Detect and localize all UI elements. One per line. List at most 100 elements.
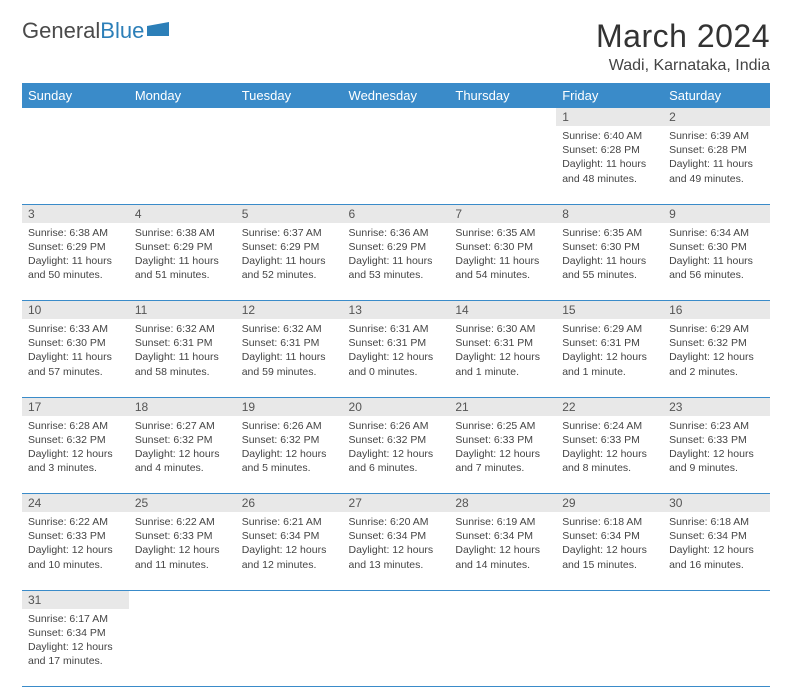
detail-line: Daylight: 11 hours [135, 350, 230, 364]
detail-line: and 0 minutes. [349, 365, 444, 379]
detail-line: Sunrise: 6:17 AM [28, 612, 123, 626]
detail-line: Sunset: 6:32 PM [28, 433, 123, 447]
detail-row: Sunrise: 6:40 AMSunset: 6:28 PMDaylight:… [22, 126, 770, 204]
detail-line: Sunrise: 6:32 AM [242, 322, 337, 336]
detail-line: and 50 minutes. [28, 268, 123, 282]
day-number: 21 [449, 397, 556, 416]
day-number: 30 [663, 494, 770, 513]
detail-line: Sunset: 6:34 PM [455, 529, 550, 543]
day-cell [556, 609, 663, 687]
day-cell: Sunrise: 6:32 AMSunset: 6:31 PMDaylight:… [129, 319, 236, 397]
detail-line: and 15 minutes. [562, 558, 657, 572]
day-number [343, 108, 450, 126]
detail-line: Daylight: 11 hours [28, 350, 123, 364]
detail-line: Sunrise: 6:21 AM [242, 515, 337, 529]
day-detail: Sunrise: 6:29 AMSunset: 6:32 PMDaylight:… [663, 319, 770, 383]
weekday-header: Wednesday [343, 83, 450, 108]
detail-line: Daylight: 12 hours [455, 543, 550, 557]
detail-line: Sunset: 6:33 PM [669, 433, 764, 447]
day-number [343, 590, 450, 609]
detail-line: Sunset: 6:33 PM [135, 529, 230, 543]
day-number: 14 [449, 301, 556, 320]
detail-line: and 53 minutes. [349, 268, 444, 282]
weekday-header: Friday [556, 83, 663, 108]
day-cell [22, 126, 129, 204]
detail-line: and 11 minutes. [135, 558, 230, 572]
day-detail: Sunrise: 6:20 AMSunset: 6:34 PMDaylight:… [343, 512, 450, 576]
day-cell: Sunrise: 6:35 AMSunset: 6:30 PMDaylight:… [556, 223, 663, 301]
detail-row: Sunrise: 6:33 AMSunset: 6:30 PMDaylight:… [22, 319, 770, 397]
day-cell: Sunrise: 6:31 AMSunset: 6:31 PMDaylight:… [343, 319, 450, 397]
detail-line: Sunset: 6:30 PM [669, 240, 764, 254]
day-detail: Sunrise: 6:26 AMSunset: 6:32 PMDaylight:… [343, 416, 450, 480]
day-detail: Sunrise: 6:31 AMSunset: 6:31 PMDaylight:… [343, 319, 450, 383]
detail-line: Sunrise: 6:24 AM [562, 419, 657, 433]
detail-line: Daylight: 11 hours [242, 254, 337, 268]
detail-line: Sunset: 6:32 PM [135, 433, 230, 447]
detail-line: and 49 minutes. [669, 172, 764, 186]
day-number [663, 590, 770, 609]
detail-line: Daylight: 12 hours [135, 543, 230, 557]
weekday-header: Tuesday [236, 83, 343, 108]
weekday-header: Thursday [449, 83, 556, 108]
detail-line: and 57 minutes. [28, 365, 123, 379]
day-number: 17 [22, 397, 129, 416]
day-number: 12 [236, 301, 343, 320]
day-cell: Sunrise: 6:36 AMSunset: 6:29 PMDaylight:… [343, 223, 450, 301]
detail-line: Sunset: 6:31 PM [562, 336, 657, 350]
day-number: 11 [129, 301, 236, 320]
day-number: 6 [343, 204, 450, 223]
detail-line: Sunset: 6:30 PM [455, 240, 550, 254]
day-cell: Sunrise: 6:21 AMSunset: 6:34 PMDaylight:… [236, 512, 343, 590]
detail-line: Sunrise: 6:37 AM [242, 226, 337, 240]
day-number: 26 [236, 494, 343, 513]
day-cell: Sunrise: 6:40 AMSunset: 6:28 PMDaylight:… [556, 126, 663, 204]
detail-line: Sunset: 6:29 PM [242, 240, 337, 254]
day-cell: Sunrise: 6:29 AMSunset: 6:32 PMDaylight:… [663, 319, 770, 397]
day-cell: Sunrise: 6:19 AMSunset: 6:34 PMDaylight:… [449, 512, 556, 590]
detail-line: Daylight: 12 hours [562, 447, 657, 461]
day-number: 28 [449, 494, 556, 513]
day-number: 3 [22, 204, 129, 223]
day-number [556, 590, 663, 609]
detail-line: and 17 minutes. [28, 654, 123, 668]
detail-line: Sunset: 6:30 PM [28, 336, 123, 350]
detail-line: Daylight: 11 hours [349, 254, 444, 268]
detail-line: Sunrise: 6:22 AM [135, 515, 230, 529]
detail-line: Sunset: 6:29 PM [135, 240, 230, 254]
detail-line: Sunset: 6:31 PM [242, 336, 337, 350]
detail-row: Sunrise: 6:38 AMSunset: 6:29 PMDaylight:… [22, 223, 770, 301]
detail-line: Daylight: 12 hours [455, 447, 550, 461]
detail-line: Sunrise: 6:23 AM [669, 419, 764, 433]
day-cell [129, 609, 236, 687]
detail-line: Sunset: 6:33 PM [28, 529, 123, 543]
day-number: 25 [129, 494, 236, 513]
day-number [129, 590, 236, 609]
day-cell [449, 609, 556, 687]
detail-line: Sunset: 6:30 PM [562, 240, 657, 254]
detail-line: Daylight: 12 hours [562, 350, 657, 364]
detail-line: Sunrise: 6:18 AM [562, 515, 657, 529]
detail-line: Daylight: 11 hours [669, 254, 764, 268]
day-number: 13 [343, 301, 450, 320]
detail-line: Sunrise: 6:32 AM [135, 322, 230, 336]
detail-line: Sunset: 6:34 PM [242, 529, 337, 543]
day-cell [236, 126, 343, 204]
detail-line: Sunset: 6:28 PM [669, 143, 764, 157]
detail-line: Sunrise: 6:27 AM [135, 419, 230, 433]
title-block: March 2024 Wadi, Karnataka, India [596, 18, 770, 75]
detail-line: and 1 minute. [562, 365, 657, 379]
day-detail: Sunrise: 6:38 AMSunset: 6:29 PMDaylight:… [22, 223, 129, 287]
detail-line: Daylight: 12 hours [28, 543, 123, 557]
detail-line: Sunrise: 6:31 AM [349, 322, 444, 336]
day-number [236, 108, 343, 126]
weekday-header-row: Sunday Monday Tuesday Wednesday Thursday… [22, 83, 770, 108]
detail-line: and 2 minutes. [669, 365, 764, 379]
day-detail: Sunrise: 6:38 AMSunset: 6:29 PMDaylight:… [129, 223, 236, 287]
detail-row: Sunrise: 6:17 AMSunset: 6:34 PMDaylight:… [22, 609, 770, 687]
detail-line: Sunrise: 6:19 AM [455, 515, 550, 529]
detail-line: and 5 minutes. [242, 461, 337, 475]
detail-line: Sunset: 6:31 PM [455, 336, 550, 350]
page-header: GeneralBlue March 2024 Wadi, Karnataka, … [22, 18, 770, 75]
detail-line: and 1 minute. [455, 365, 550, 379]
